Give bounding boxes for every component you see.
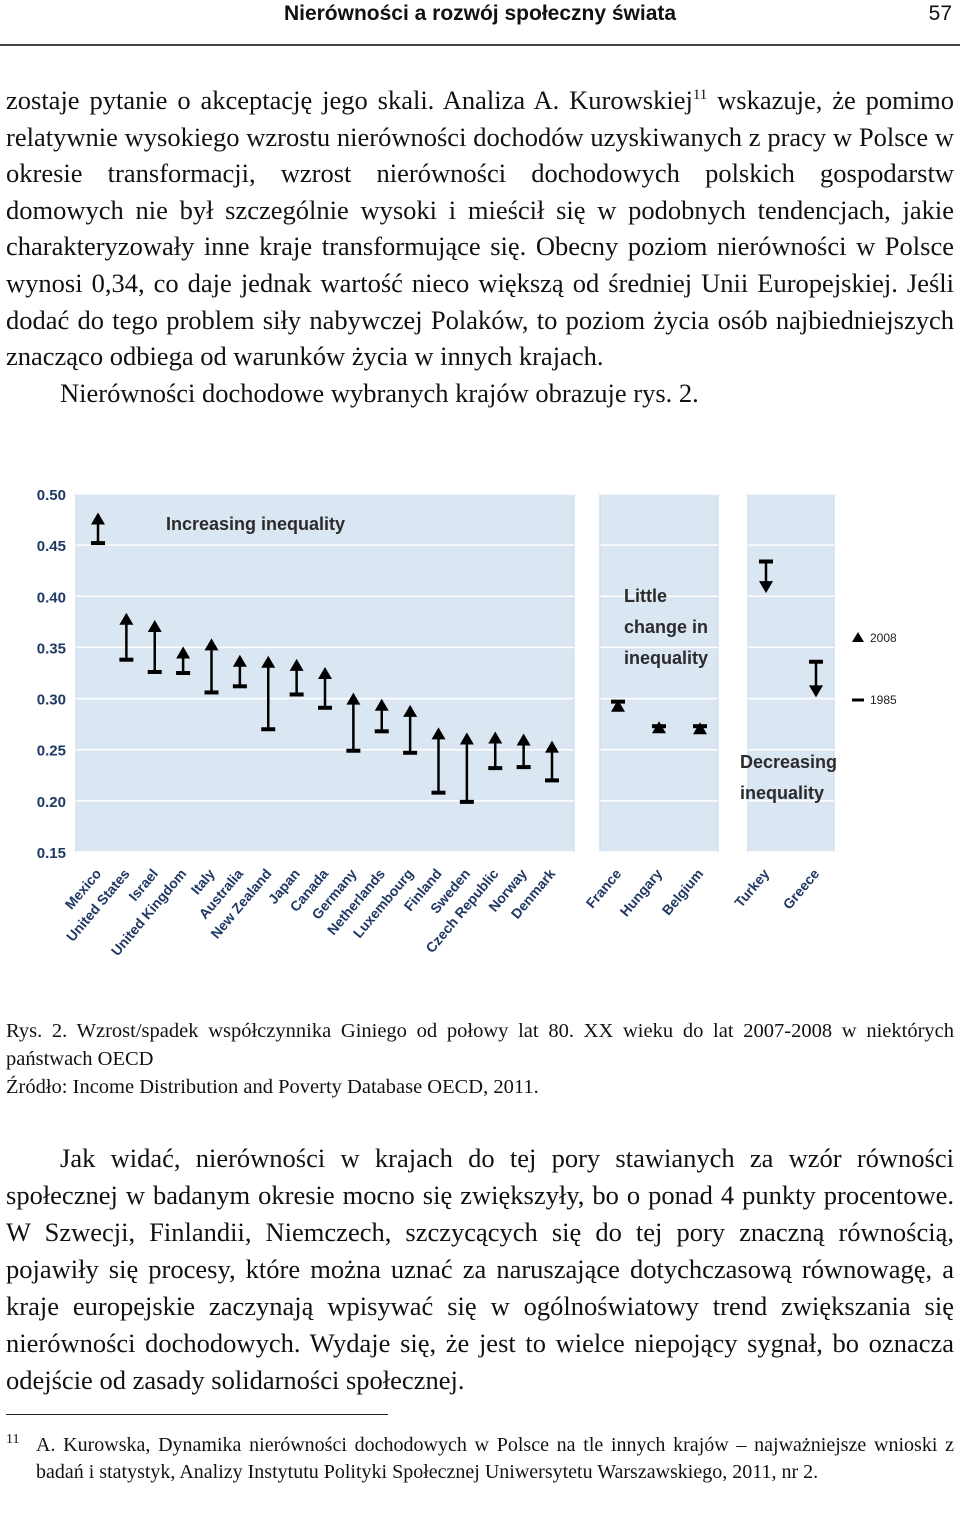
panel-label-decreasing: Decreasing [740,752,837,772]
y-tick-label: 0.25 [37,743,66,760]
y-tick-label: 0.20 [37,794,66,811]
chart-panel [747,493,835,853]
y-tick-label: 0.30 [37,692,66,709]
legend-marker-2008 [852,632,864,642]
marker-2008 [403,704,418,717]
marker-2008 [652,721,666,734]
page-header: Nierówności a rozwój społeczny świata 57 [0,0,960,46]
caption-line: Rys. 2. Wzrost/spadek współczynnika Gini… [6,1020,954,1070]
panel-label-little-change: Little [624,586,667,606]
marker-2008 [759,581,773,594]
country-label: Hungary [617,865,666,919]
marker-2008 [809,685,823,698]
marker-2008 [289,658,304,671]
footnote-reference[interactable]: 11 [692,87,708,104]
panel-label-decreasing: inequality [740,783,824,803]
marker-2008 [204,638,219,651]
gini-chart: 0.50 0.45 0.40 0.35 0.30 0.25 0.20 0.15 Mexico Un… [0,470,960,1000]
footnote-divider [6,1414,388,1415]
country-label: Greece [780,865,823,912]
intro-paragraph: zostaje pytanie o akceptację jego skali.… [6,82,954,411]
running-title: Nierówności a rozwój społeczny świata [283,2,677,25]
y-tick-label: 0.15 [37,845,66,862]
y-tick-label: 0.40 [37,589,66,606]
panel-label-little-change: inequality [624,648,708,668]
footnote-text: A. Kurowska, Dynamika nierówności dochod… [36,1434,954,1483]
discussion-paragraph: Jak widać, nierówności w krajach do tej … [6,1143,954,1395]
marker-2008 [431,727,446,740]
y-tick-label: 0.35 [37,640,66,657]
gini-chart-svg: 0.500.450.400.350.300.250.200.15MexicoUn… [37,487,897,959]
legend-label-1985: 1985 [870,693,897,707]
country-label: Turkey [731,865,772,910]
chart-panel [599,493,719,853]
marker-2008 [516,733,531,746]
page-number: 57 [928,2,952,25]
marker-2008 [91,512,105,525]
panel-label-increasing: Increasing inequality [166,514,345,534]
marker-2008 [318,667,332,679]
y-tick-label: 0.50 [37,487,66,504]
marker-2008 [176,646,191,659]
marker-2008 [374,698,389,711]
caption-source: Źródło: Income Distribution and Poverty … [6,1076,539,1098]
marker-2008 [346,692,361,705]
marker-2008 [232,654,247,667]
footnote: 11 A. Kurowska, Dynamika nierówności doc… [6,1432,954,1486]
marker-2008 [488,731,503,744]
marker-2008 [119,612,134,625]
marker-2008 [611,699,625,712]
marker-2008 [693,722,707,735]
panel-label-little-change: change in [624,617,708,637]
y-tick-label: 0.45 [37,538,66,555]
figure-reference-line: Nierówności dochodowe wybranych krajów o… [60,377,699,408]
footnote-number: 11 [6,1432,20,1447]
intro-text-start: zostaje pytanie o akceptację jego skali.… [6,85,693,115]
marker-2008 [261,655,276,668]
legend-label-2008: 2008 [870,631,897,645]
marker-2008 [147,619,162,632]
country-label: France [583,865,625,911]
figure-caption: Rys. 2. Wzrost/spadek współczynnika Gini… [6,1017,954,1101]
country-label: Belgium [659,866,707,919]
intro-text-rest: wskazuje, że pomimo relatywnie wysokiego… [6,85,954,372]
marker-2008 [545,740,559,753]
marker-2008 [459,732,474,745]
